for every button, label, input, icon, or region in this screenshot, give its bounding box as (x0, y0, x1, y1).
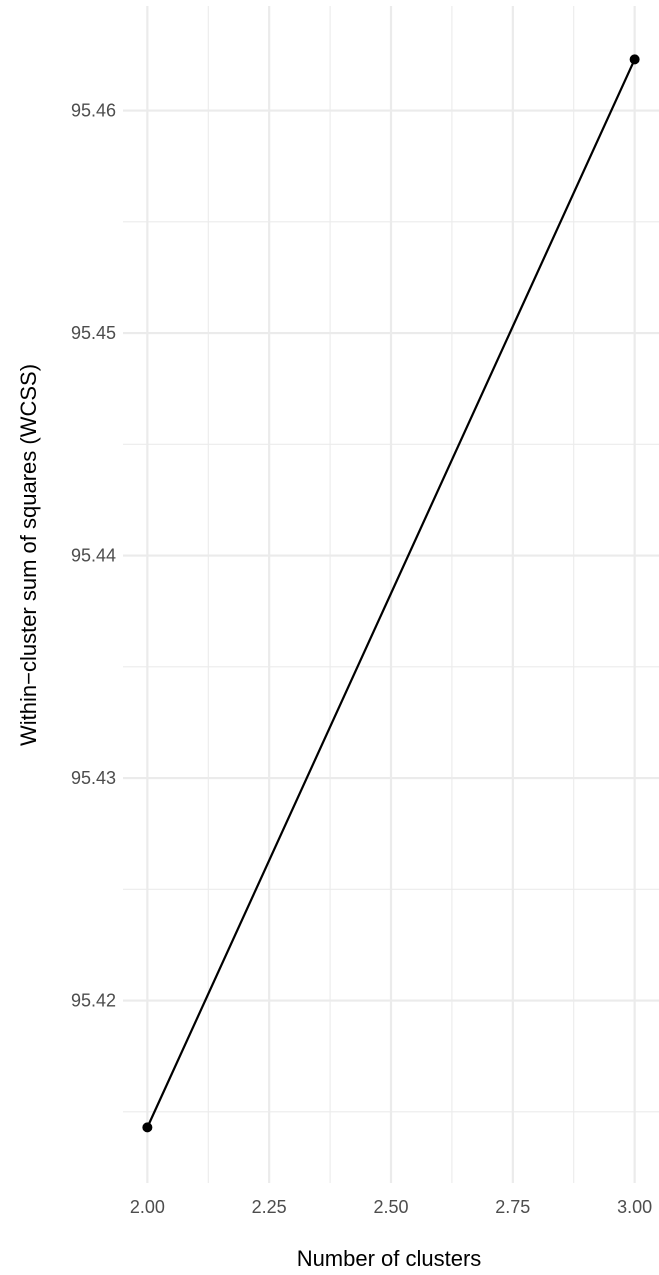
x-axis-ticks: 2.00 2.25 2.50 2.75 3.00 (130, 1197, 652, 1217)
y-tick-label: 95.42 (71, 991, 116, 1011)
data-point (142, 1122, 153, 1133)
data-point (629, 54, 640, 65)
x-tick-label: 2.25 (252, 1197, 287, 1217)
x-tick-label: 3.00 (617, 1197, 652, 1217)
y-tick-label: 95.45 (71, 323, 116, 343)
series-layer (142, 54, 640, 1133)
y-axis-title: Within−cluster sum of squares (WCSS) (16, 364, 41, 746)
major-gridlines (123, 6, 659, 1183)
y-tick-label: 95.44 (71, 546, 116, 566)
x-tick-label: 2.00 (130, 1197, 165, 1217)
y-axis-ticks: 95.42 95.43 95.44 95.45 95.46 (71, 101, 116, 1011)
y-tick-label: 95.46 (71, 101, 116, 121)
x-axis-title: Number of clusters (297, 1246, 482, 1271)
x-tick-label: 2.50 (373, 1197, 408, 1217)
y-tick-label: 95.43 (71, 768, 116, 788)
series-line (146, 58, 636, 1128)
x-tick-label: 2.75 (495, 1197, 530, 1217)
